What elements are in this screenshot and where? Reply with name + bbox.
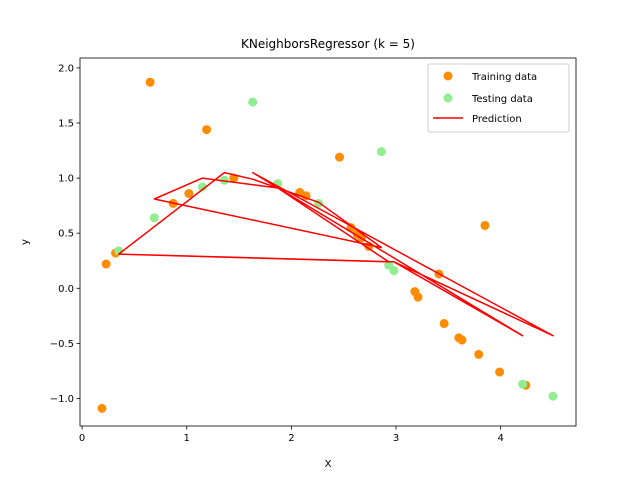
y-tick-label-5: 1.5 [58,119,74,130]
training-point-5 [184,189,194,199]
y-tick-label-3: 0.5 [58,229,74,240]
axes-frame [79,57,577,427]
testing-point-7 [376,147,386,157]
testing-point-10 [518,379,528,389]
y-tick-label-0: −1.0 [50,394,74,405]
y-tick-label-6: 2.0 [58,63,74,74]
y-tick-label-2: 0.0 [58,284,74,295]
y-tick-label-1: −0.5 [50,339,74,350]
training-point-21 [474,349,484,359]
x-tick-label-4: 4 [497,433,503,444]
training-point-22 [480,220,490,230]
training-point-3 [145,77,155,87]
legend-marker-testing [443,93,453,103]
legend: Training data Testing data Prediction [427,63,570,133]
training-point-23 [495,367,505,377]
x-tick-label-3: 3 [393,433,399,444]
legend-label-training: Training data [471,72,537,83]
testing-point-4 [248,97,258,107]
legend-label-prediction: Prediction [472,114,522,125]
training-point-0 [97,403,107,413]
training-point-16 [413,292,423,302]
training-point-20 [457,335,467,345]
x-axis-label: X [325,459,332,470]
training-point-10 [335,152,345,162]
testing-point-9 [389,266,399,276]
training-point-1 [101,259,111,269]
training-point-6 [202,125,212,135]
legend-label-testing: Testing data [471,94,533,105]
testing-point-1 [149,213,159,223]
x-tick-label-1: 1 [184,433,190,444]
legend-frame [427,63,570,133]
x-tick-label-0: 0 [79,433,85,444]
testing-point-2 [197,182,207,192]
chart-title: KNeighborsRegressor (k = 5) [241,37,415,51]
y-axis-label: y [20,239,31,245]
prediction-line [117,171,554,337]
testing-point-11 [548,391,558,401]
plot-area: 0 1 2 3 4 −1.0 −0.5 0.0 0.5 1.0 1.5 2.0 [50,57,577,444]
training-point-18 [439,319,449,329]
legend-marker-training [443,71,453,81]
y-tick-label-4: 1.0 [58,174,74,185]
x-tick-label-2: 2 [288,433,294,444]
